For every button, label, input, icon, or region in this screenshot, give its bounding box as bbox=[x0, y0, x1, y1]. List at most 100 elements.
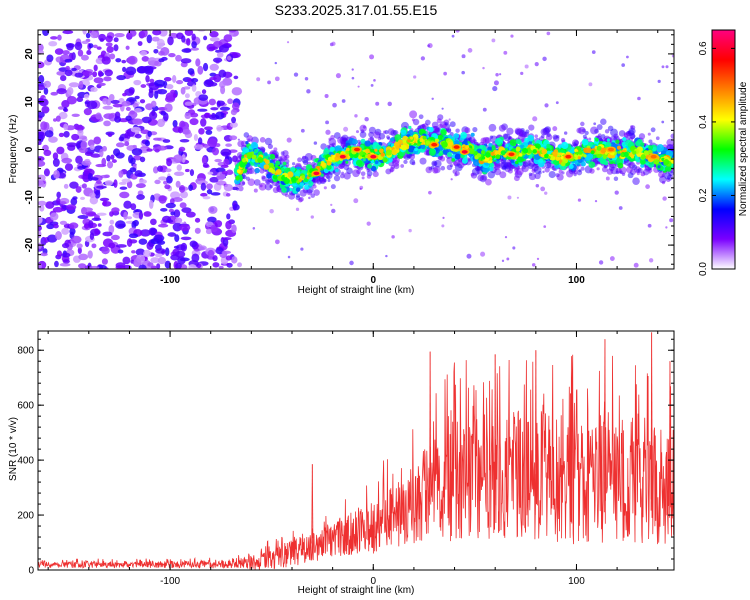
signal-core bbox=[291, 176, 297, 182]
noise-blob bbox=[76, 243, 83, 249]
noise-blob bbox=[92, 71, 98, 78]
speckle bbox=[524, 64, 529, 69]
speckle bbox=[420, 56, 426, 61]
noise-blob bbox=[181, 35, 186, 43]
signal-halo bbox=[499, 171, 507, 179]
noise-blob bbox=[232, 203, 240, 211]
speckle bbox=[448, 118, 451, 121]
noise-blob bbox=[118, 136, 125, 142]
noise-blob bbox=[87, 250, 93, 259]
signal-halo bbox=[418, 114, 424, 120]
snr-peak-fall bbox=[429, 351, 432, 505]
noise-blob bbox=[125, 45, 130, 50]
signal-halo bbox=[280, 154, 287, 162]
signal-halo bbox=[589, 168, 595, 174]
noise-blob bbox=[184, 112, 191, 120]
signal-core bbox=[287, 171, 294, 178]
noise-blob bbox=[208, 46, 219, 51]
signal-halo bbox=[368, 131, 374, 138]
speckle bbox=[387, 101, 392, 107]
noise-blob bbox=[147, 130, 152, 138]
noise-blob bbox=[38, 111, 45, 119]
signal-core bbox=[380, 152, 385, 157]
noise-blob bbox=[209, 31, 219, 38]
signal-halo bbox=[464, 127, 471, 134]
noise-blob bbox=[83, 93, 90, 99]
signal-band bbox=[665, 165, 672, 172]
signal-band bbox=[364, 140, 371, 147]
signal-core bbox=[643, 150, 649, 156]
signal-core bbox=[640, 154, 646, 159]
signal-core bbox=[632, 150, 637, 155]
speckle bbox=[661, 120, 665, 124]
noise-blob bbox=[46, 234, 58, 243]
signal-core bbox=[522, 148, 529, 154]
peak-point bbox=[608, 147, 615, 152]
noise-blob bbox=[154, 148, 160, 153]
noise-blob bbox=[131, 250, 136, 254]
speckle bbox=[461, 70, 465, 75]
noise-blob bbox=[189, 240, 198, 248]
speckle bbox=[577, 198, 582, 202]
noise-blob bbox=[186, 38, 191, 46]
noise-blob bbox=[223, 34, 233, 43]
speckle bbox=[637, 96, 641, 101]
speckle bbox=[492, 85, 498, 92]
speckle bbox=[293, 72, 299, 77]
speckle bbox=[480, 251, 486, 257]
noise-blob bbox=[209, 36, 220, 42]
noise-blob bbox=[38, 180, 44, 188]
speckle bbox=[543, 225, 547, 228]
noise-blob bbox=[99, 148, 104, 158]
colorbar-tick-label: 0.6 bbox=[698, 41, 709, 55]
noise-blob bbox=[102, 231, 113, 237]
noise-blob bbox=[95, 112, 102, 120]
signal-halo bbox=[636, 172, 640, 176]
signal-band bbox=[275, 160, 281, 166]
noise-blob bbox=[82, 71, 93, 77]
noise-blob bbox=[128, 233, 139, 239]
signal-band bbox=[657, 165, 661, 169]
noise-blob bbox=[161, 56, 168, 61]
x-tick-label: 100 bbox=[568, 576, 585, 587]
signal-band bbox=[505, 143, 509, 148]
noise-blob bbox=[225, 255, 233, 261]
signal-halo bbox=[446, 128, 452, 134]
signal-core bbox=[515, 146, 521, 152]
signal-core bbox=[536, 150, 540, 154]
signal-core bbox=[441, 141, 448, 148]
signal-core bbox=[301, 175, 306, 179]
noise-blob bbox=[107, 132, 113, 138]
speckle bbox=[510, 34, 514, 38]
noise-blob bbox=[71, 133, 80, 141]
noise-blob bbox=[132, 144, 137, 148]
noise-blob bbox=[138, 238, 148, 245]
noise-blob bbox=[52, 152, 59, 160]
peak-point bbox=[339, 154, 346, 159]
speckle bbox=[512, 246, 516, 250]
signal-band bbox=[527, 134, 534, 142]
signal-halo bbox=[272, 186, 279, 194]
noise-blob bbox=[202, 62, 209, 72]
speckle bbox=[369, 54, 375, 60]
noise-blob bbox=[231, 87, 243, 96]
noise-blob bbox=[200, 192, 208, 197]
signal-core bbox=[419, 138, 424, 143]
signal-halo bbox=[341, 134, 349, 142]
noise-blob bbox=[230, 109, 237, 116]
speckle bbox=[495, 73, 499, 77]
speckle bbox=[594, 199, 598, 203]
signal-core bbox=[251, 154, 257, 160]
speckle bbox=[351, 76, 355, 80]
signal-halo bbox=[438, 123, 443, 129]
noise-blob bbox=[160, 110, 167, 116]
colorbar-gradient bbox=[711, 29, 736, 270]
noise-blob bbox=[169, 191, 181, 199]
noise-blob bbox=[216, 180, 227, 186]
signal-core bbox=[327, 156, 333, 162]
noise-blob bbox=[119, 191, 130, 199]
signal-halo bbox=[619, 170, 623, 174]
signal-band bbox=[479, 144, 484, 149]
noise-blob bbox=[127, 55, 138, 65]
noise-blob bbox=[81, 183, 87, 189]
